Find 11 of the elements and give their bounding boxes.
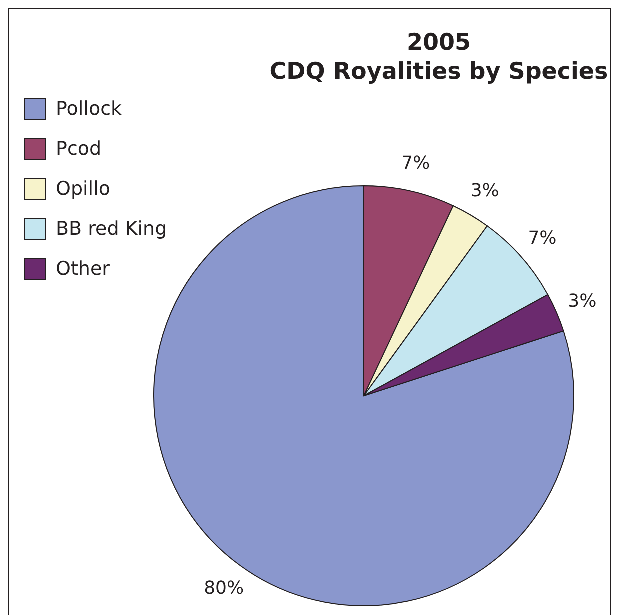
data-label: 3%	[470, 180, 500, 202]
chart-title: 2005 CDQ Royalities by Species	[268, 29, 610, 87]
legend-label: Opillo	[56, 178, 110, 200]
data-label: 7%	[528, 228, 557, 250]
legend-label: Pollock	[56, 98, 122, 120]
data-label: 80%	[204, 578, 244, 600]
legend-label: BB red King	[56, 218, 168, 240]
legend-label: Other	[56, 258, 110, 280]
legend-label: Pcod	[56, 138, 102, 160]
data-label: 7%	[402, 153, 430, 174]
data-label: 3%	[568, 290, 597, 312]
